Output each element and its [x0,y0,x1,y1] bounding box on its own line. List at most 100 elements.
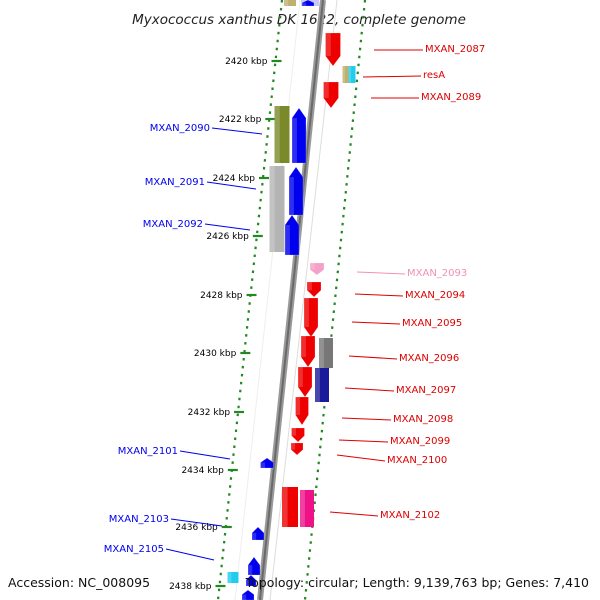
gene-labels[interactable]: MXAN_2087 resA MXAN_2089 MXAN_2093 MXAN_2094… [104,44,486,555]
kbp-label: 2434 kbp [181,466,224,476]
gene-box-resa-shade [342,66,345,83]
gene-arrow-partial [301,0,315,7]
kbp-label: 2430 kbp [194,349,237,359]
gene-arrow-mxan-2100 [290,442,304,456]
gene-box-mxan-2102-b [300,490,314,527]
gene-box-mxan-2097 [315,368,329,402]
gene-arrow-mxan-2100-shade [291,443,296,450]
gene-arrow-mxan-2087 [325,32,341,67]
leader-line [170,518,223,527]
gene-arrow-bottom [241,589,255,600]
gene-arrow-small-shade [246,579,250,586]
leader-line [354,293,404,297]
kbp-scale: 2420 kbp 2422 kbp 2424 kbp 2426 kbp 2428 kbp… [169,57,282,592]
gene-box-resa-b [348,66,356,83]
axis-line-core [259,0,324,600]
kbp-label: 2426 kbp [206,232,249,242]
gene-arrow-mxan-2096 [300,335,316,368]
gene-arrow-mxan-2096-shade [301,336,306,357]
leader-line [351,321,401,325]
gene-label-mxan-2091[interactable]: MXAN_2091 [145,177,205,188]
leader-line [329,511,379,517]
gene-box-cyan-shade [227,572,232,583]
gene-arrow-mxan-2095 [303,297,319,338]
gene-label-mxan-2099[interactable]: MXAN_2099 [390,436,450,447]
gene-label-mxan-2092[interactable]: MXAN_2092 [143,219,203,230]
gene-label-mxan-2105[interactable]: MXAN_2105 [104,544,164,555]
accession-text: Accession: NC_008095 [8,575,150,590]
gene-box-mxan-2097-shade [315,368,320,402]
gene-box-mxan-2091-shade [269,166,275,252]
gene-label-mxan-2094[interactable]: MXAN_2094 [405,290,465,301]
leader-line [362,75,422,78]
gene-box-mxan-2090-shade [274,106,280,163]
gene-arrow-mxan-2098-shade [295,397,301,415]
gene-arrow-mxan-2095-shade [304,298,309,327]
leader-line [348,355,398,360]
gene-arrow-mxan-2093-shade [310,263,315,270]
gene-arrow-mxan-2091 [288,166,304,216]
gene-label-mxan-2101[interactable]: MXAN_2101 [118,446,178,457]
gene-label-mxan-2093[interactable]: MXAN_2093 [407,268,467,279]
gene-box-resa-b-shade [348,66,351,83]
leader-line [356,271,406,275]
gene-arrow-mxan-2103 [251,526,265,541]
gene-box-partial-shade [284,0,289,6]
gene-label-mxan-2102[interactable]: MXAN_2102 [380,510,440,521]
gene-box-mxan-2091 [269,166,285,252]
gene-arrow-mxan-2105-shade [248,565,253,575]
gene-label-resa[interactable]: resA [423,70,445,81]
gene-arrow-mxan-2103-shade [252,532,257,540]
gene-label-mxan-2089[interactable]: MXAN_2089 [421,92,481,103]
gene-box-partial [284,0,296,6]
gene-label-mxan-2095[interactable]: MXAN_2095 [402,318,462,329]
track-edge-line [234,0,301,600]
leader-line [336,454,386,462]
gene-arrow-mxan-2090 [291,107,307,164]
gene-arrow-bottom-shade [242,594,247,600]
leader-line [165,548,215,561]
gene-label-mxan-2096[interactable]: MXAN_2096 [399,353,459,364]
gene-box-mxan-2102-shade [282,487,288,527]
gene-box-mxan-2090 [274,106,290,163]
leader-line [341,417,392,421]
gene-label-mxan-2100[interactable]: MXAN_2100 [387,455,447,466]
gene-arrow-partial-shade [302,2,307,6]
gene-arrow-mxan-2097-shade [298,367,303,387]
leader-line [206,181,257,190]
gene-arrow-mxan-2097 [297,366,313,398]
gene-arrow-mxan-2092-shade [285,225,290,255]
kbp-label: 2422 kbp [219,115,262,125]
gene-arrow-mxan-2105 [247,556,261,576]
kbp-label: 2432 kbp [188,408,231,418]
leader-line [211,127,263,135]
kbp-label: 2428 kbp [200,291,243,301]
gene-box-mxan-2096-shade [319,338,324,368]
gene-arrow-mxan-2094 [306,281,322,298]
gene-box-cyan [227,572,239,583]
gene-box-mxan-2096 [319,338,333,368]
gene-arrow-mxan-2101 [260,457,274,469]
gene-label-mxan-2103[interactable]: MXAN_2103 [109,514,169,525]
gene-arrow-mxan-2094-shade [307,282,312,291]
map-title: Myxococcus xanthus DK 1622, complete gen… [132,12,466,28]
gene-label-mxan-2097[interactable]: MXAN_2097 [396,385,456,396]
label-leader-lines [165,49,423,561]
gene-arrow-mxan-2091-shade [289,177,294,215]
gene-box-mxan-2102-b-shade [300,490,305,527]
gene-label-mxan-2087[interactable]: MXAN_2087 [425,44,485,55]
gene-arrow-mxan-2101-shade [260,462,266,468]
gene-arrow-mxan-2098 [295,396,309,426]
kbp-label: 2436 kbp [175,523,218,533]
leader-line [204,223,251,231]
leader-line [338,439,389,443]
gene-label-mxan-2098[interactable]: MXAN_2098 [393,414,453,425]
gene-box-resa [342,66,350,83]
gene-features [227,0,356,600]
gene-box-mxan-2102 [282,487,298,527]
gene-label-mxan-2090[interactable]: MXAN_2090 [150,123,210,134]
kbp-label: 2420 kbp [225,57,268,67]
topology-text: Topology: circular; Length: 9,139,763 bp… [245,575,589,590]
